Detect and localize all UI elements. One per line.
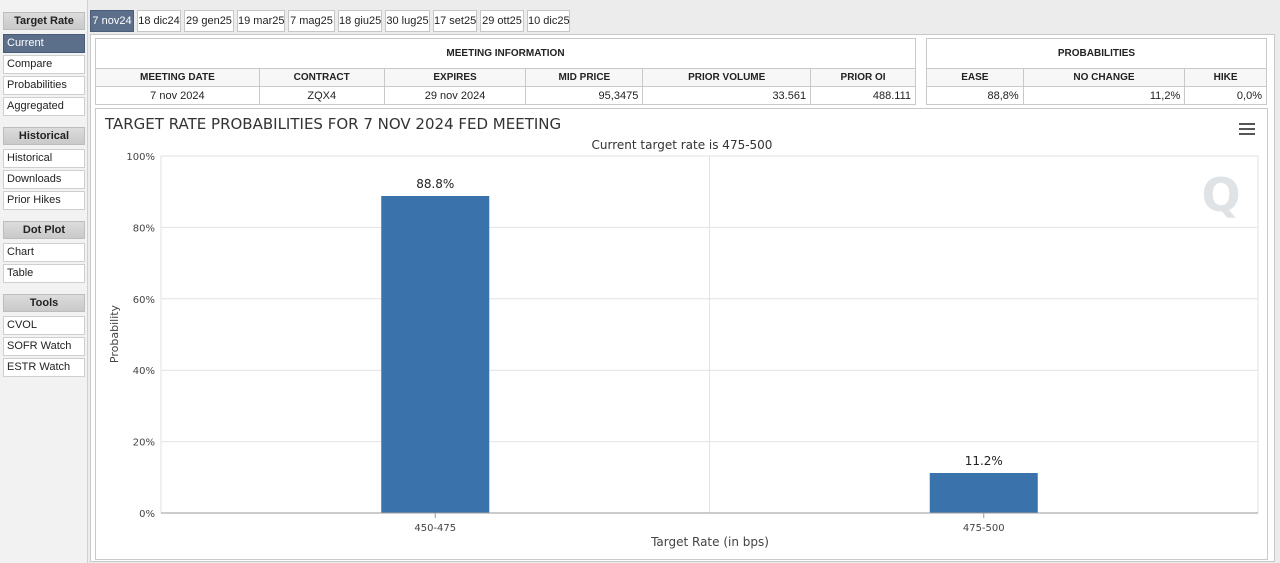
- tab-29-ott25[interactable]: 29 ott25: [480, 10, 524, 32]
- data-label-475-500: 11.2%: [965, 454, 1003, 468]
- data-label-450-475: 88.8%: [416, 177, 454, 191]
- tab-10-dic25[interactable]: 10 dic25: [527, 10, 570, 32]
- sidebar: Target Rate Current Compare Probabilities Ag…: [0, 0, 88, 563]
- main-panel: MEETING INFORMATION MEETING DATE CONTRACT…: [90, 34, 1275, 562]
- tab-17-set25[interactable]: 17 set25: [433, 10, 477, 32]
- tab-19-mar25[interactable]: 19 mar25: [237, 10, 285, 32]
- sidebar-item-downloads[interactable]: Downloads: [3, 170, 85, 189]
- sidebar-item-cvol[interactable]: CVOL: [3, 316, 85, 335]
- tab-29-gen25[interactable]: 29 gen25: [184, 10, 234, 32]
- chart-menu-icon[interactable]: [1239, 123, 1255, 135]
- sidebar-item-aggregated[interactable]: Aggregated: [3, 97, 85, 116]
- sidebar-section-dot-plot: Dot Plot: [3, 221, 85, 239]
- chart-canvas: TARGET RATE PROBABILITIES FOR 7 NOV 2024…: [104, 115, 1259, 549]
- sidebar-section-target-rate: Target Rate: [3, 12, 85, 30]
- col-header-mid-price: MID PRICE: [525, 68, 644, 87]
- sidebar-item-prior-hikes[interactable]: Prior Hikes: [3, 191, 85, 210]
- tab-7-nov24[interactable]: 7 nov24: [90, 10, 134, 32]
- tab-18-dic24[interactable]: 18 dic24: [137, 10, 181, 32]
- y-tick-label: 80%: [133, 223, 155, 234]
- sidebar-item-table[interactable]: Table: [3, 264, 85, 283]
- cell-contract: ZQX4: [258, 86, 385, 105]
- chart-title: TARGET RATE PROBABILITIES FOR 7 NOV 2024…: [104, 115, 561, 133]
- tab-18-giu25[interactable]: 18 giu25: [338, 10, 382, 32]
- tab-7-mag25[interactable]: 7 mag25: [288, 10, 335, 32]
- bar-475-500: [929, 473, 1038, 513]
- cell-hike: 0,0%: [1184, 86, 1267, 105]
- sidebar-item-current[interactable]: Current: [3, 34, 85, 53]
- sidebar-item-compare[interactable]: Compare: [3, 55, 85, 74]
- col-header-meeting-date: MEETING DATE: [95, 68, 260, 87]
- sidebar-item-historical[interactable]: Historical: [3, 149, 85, 168]
- cell-no-change: 11,2%: [1022, 86, 1186, 105]
- y-tick-label: 40%: [133, 366, 155, 377]
- sidebar-item-probabilities[interactable]: Probabilities: [3, 76, 85, 95]
- probabilities-title: PROBABILITIES: [926, 38, 1267, 69]
- cell-prior-volume: 33.561: [642, 86, 812, 105]
- y-axis-label: Probability: [108, 304, 121, 363]
- sidebar-section-historical: Historical: [3, 127, 85, 145]
- probabilities-table: PROBABILITIES EASE NO CHANGE HIKE 88,8% 11,…: [926, 38, 1267, 105]
- y-tick-label: 20%: [133, 438, 155, 449]
- sidebar-item-sofr-watch[interactable]: SOFR Watch: [3, 337, 85, 356]
- y-tick-label: 60%: [133, 295, 155, 306]
- col-header-prior-volume: PRIOR VOLUME: [642, 68, 812, 87]
- col-header-ease: EASE: [926, 68, 1024, 87]
- cell-ease: 88,8%: [926, 86, 1024, 105]
- cell-expires: 29 nov 2024: [383, 86, 527, 105]
- x-tick-label-450-475: 450-475: [414, 523, 456, 534]
- y-tick-label: 100%: [126, 152, 155, 163]
- y-tick-label: 0%: [139, 509, 155, 520]
- sidebar-item-estr-watch[interactable]: ESTR Watch: [3, 358, 85, 377]
- watermark-logo-icon: Q: [1201, 168, 1240, 222]
- sidebar-item-chart[interactable]: Chart: [3, 243, 85, 262]
- bar-450-475: [381, 195, 490, 513]
- x-axis-label: Target Rate (in bps): [650, 535, 769, 549]
- tab-30-lug25[interactable]: 30 lug25: [385, 10, 430, 32]
- col-header-no-change: NO CHANGE: [1022, 68, 1186, 87]
- cell-mid-price: 95,3475: [525, 86, 644, 105]
- cell-meeting-date: 7 nov 2024: [95, 86, 260, 105]
- probability-chart: TARGET RATE PROBABILITIES FOR 7 NOV 2024…: [95, 108, 1268, 560]
- col-header-contract: CONTRACT: [258, 68, 385, 87]
- meeting-info-table: MEETING INFORMATION MEETING DATE CONTRACT…: [95, 38, 916, 105]
- col-header-expires: EXPIRES: [383, 68, 527, 87]
- x-tick-label-475-500: 475-500: [963, 523, 1005, 534]
- meeting-info-title: MEETING INFORMATION: [95, 38, 916, 69]
- col-header-prior-oi: PRIOR OI: [810, 68, 916, 87]
- cell-prior-oi: 488.111: [810, 86, 916, 105]
- sidebar-section-tools: Tools: [3, 294, 85, 312]
- chart-subtitle: Current target rate is 475-500: [592, 138, 773, 152]
- col-header-hike: HIKE: [1184, 68, 1267, 87]
